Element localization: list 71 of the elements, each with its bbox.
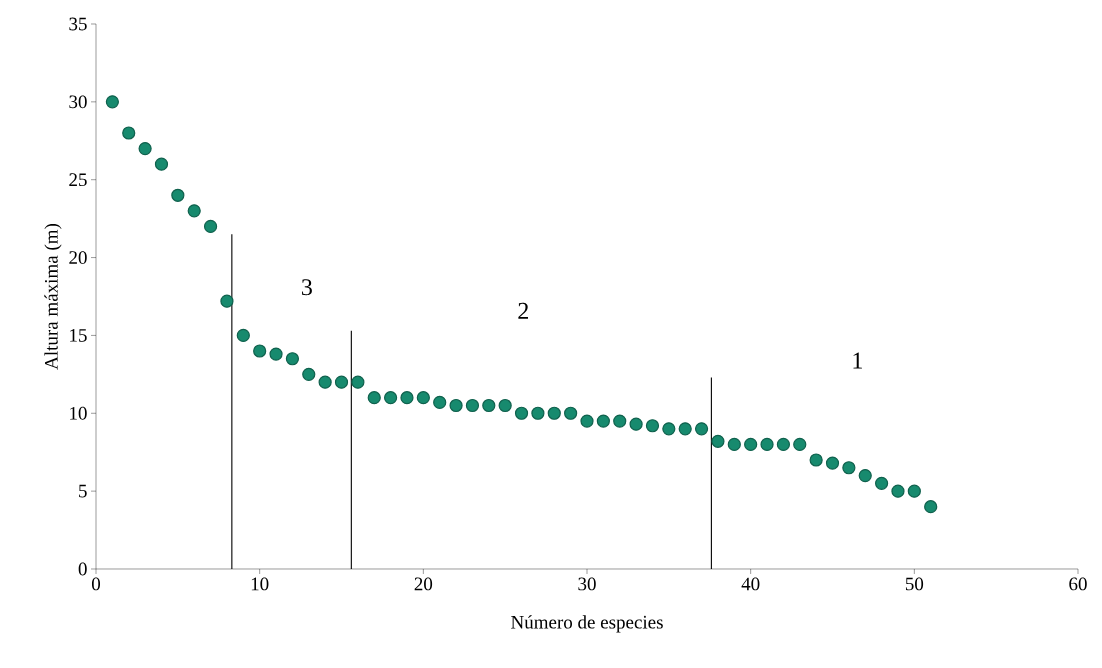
point	[596, 414, 610, 428]
point	[825, 456, 840, 470]
point	[645, 419, 660, 433]
point	[875, 476, 889, 490]
annotation: 2	[518, 302, 529, 319]
point	[138, 141, 152, 156]
point	[220, 294, 234, 308]
point	[842, 461, 856, 475]
point	[580, 414, 594, 428]
point	[793, 437, 807, 452]
point	[400, 391, 414, 405]
y-tick-label: 20	[69, 251, 87, 264]
point	[711, 434, 725, 448]
point	[613, 414, 627, 428]
x-tick-label: 40	[741, 577, 760, 591]
point	[384, 391, 398, 405]
point	[678, 422, 692, 436]
y-tick-label: 15	[70, 329, 87, 342]
point	[727, 437, 741, 452]
x-tick-label: 30	[578, 577, 596, 591]
x-tick-label: 60	[1069, 577, 1087, 591]
point	[465, 398, 480, 413]
point	[531, 406, 545, 420]
point	[433, 395, 447, 409]
point	[203, 219, 218, 234]
point	[907, 484, 921, 498]
x-tick-label: 10	[251, 577, 269, 591]
x-tick-label: 20	[414, 577, 433, 591]
point	[809, 453, 823, 467]
point	[253, 344, 267, 358]
point	[318, 375, 332, 389]
y-tick-label: 35	[69, 17, 87, 31]
point	[171, 188, 185, 202]
y-tick-label: 30	[69, 95, 87, 109]
point	[334, 375, 349, 389]
x-axis-title: Número de especies	[511, 615, 663, 633]
point	[105, 95, 119, 109]
point	[694, 422, 709, 436]
point	[482, 398, 496, 413]
point	[498, 398, 512, 413]
point	[662, 422, 676, 436]
y-axis-title: Altura máxima (m)	[44, 223, 62, 370]
point	[367, 391, 381, 405]
point	[924, 500, 938, 514]
annotation: 3	[302, 279, 312, 296]
y-tick-label: 0	[78, 562, 87, 576]
point	[302, 367, 316, 381]
point	[154, 157, 169, 171]
x-tick-label: 50	[905, 577, 924, 591]
point	[416, 391, 430, 405]
point	[514, 406, 529, 420]
annotation: 1	[853, 352, 862, 369]
point	[449, 398, 463, 413]
point	[744, 437, 758, 452]
point	[564, 406, 578, 420]
y-tick-label: 5	[79, 484, 87, 498]
point	[236, 328, 250, 343]
point	[629, 417, 643, 431]
point	[891, 484, 905, 498]
point	[858, 468, 872, 483]
y-tick-label: 25	[69, 173, 87, 187]
point	[776, 437, 790, 452]
x-tick-label: 0	[91, 577, 101, 591]
point	[547, 406, 561, 420]
point	[269, 347, 283, 361]
point	[351, 375, 365, 389]
point	[285, 352, 300, 366]
y-tick-label: 10	[70, 406, 87, 420]
point	[760, 437, 774, 452]
point	[122, 126, 136, 140]
point	[187, 204, 201, 218]
